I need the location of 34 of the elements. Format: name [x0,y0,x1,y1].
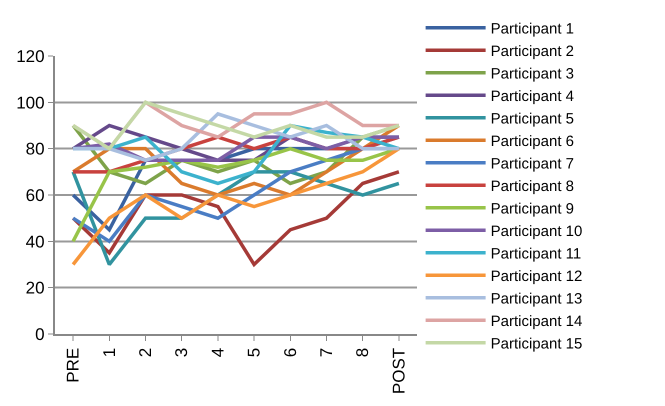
y-tick-label: 80 [26,140,45,159]
x-tick-label: 7 [317,348,336,358]
x-tick-label: 8 [353,348,372,358]
y-tick-label: 20 [26,278,45,298]
x-tick-label: POST [389,348,408,394]
x-tick-label: 6 [280,348,300,358]
x-tick-label: PRE [64,348,83,383]
legend-label: Participant 13 [490,290,582,308]
y-tick-label: 120 [16,46,45,66]
legend-label: Participant 15 [490,336,582,353]
legend-label: Participant 6 [490,133,574,150]
x-tick-label: 2 [136,348,156,358]
legend-label: Participant 9 [490,200,574,218]
line-series [71,112,401,162]
legend-label: Participant 1 [490,20,574,38]
legend-label: Participant 14 [490,313,582,330]
x-tick-label: 3 [172,348,192,358]
x-tick-label: 5 [244,348,264,358]
x-tick-label: 1 [100,348,119,358]
legend-label: Participant 5 [490,110,574,128]
line-series [71,146,401,266]
legend-label: Participant 11 [490,246,582,263]
legend-label: Participant 8 [490,178,574,196]
x-tick-label: 4 [208,348,228,358]
y-tick-label: 0 [35,324,45,344]
y-tick-label: 60 [26,186,45,205]
legend-label: Participant 4 [490,88,574,106]
legend-label: Participant 10 [490,223,582,240]
legend-label: Participant 7 [490,156,574,173]
y-tick-label: 100 [16,93,45,112]
legend-label: Participant 2 [490,43,574,60]
legend-label: Participant 3 [490,66,574,83]
legend-label: Participant 12 [490,268,582,286]
y-tick-label: 40 [26,232,45,252]
